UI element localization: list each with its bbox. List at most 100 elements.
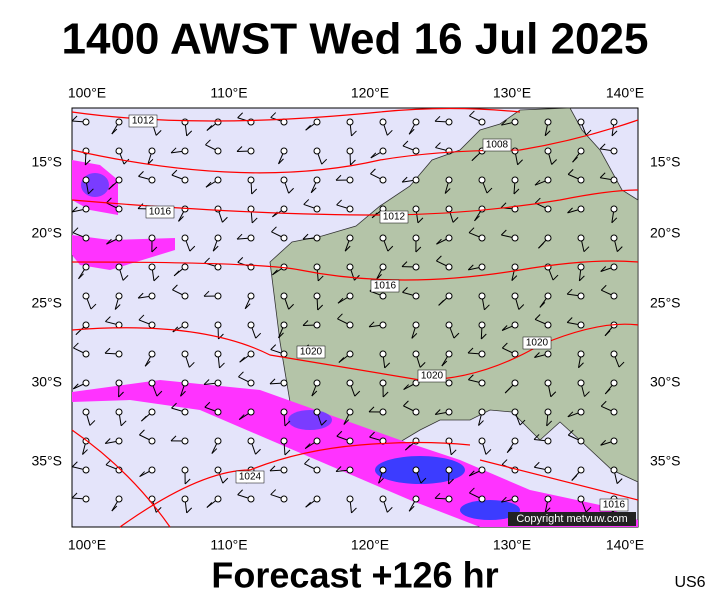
barb-station [281, 235, 287, 241]
barb-station [347, 351, 353, 357]
barb-station [281, 409, 287, 415]
lon-label: 140°E [606, 537, 644, 553]
barb-station [380, 380, 386, 386]
barb-station [347, 293, 353, 299]
barb-station [611, 293, 617, 299]
barb-station [413, 322, 419, 328]
barb-station [545, 409, 551, 415]
barb-station [611, 148, 617, 154]
barb-station [545, 467, 551, 473]
barb-station [545, 496, 551, 502]
lon-label: 140°E [606, 85, 644, 101]
barb-station [314, 409, 320, 415]
barb-station [116, 264, 122, 270]
barb-station [116, 119, 122, 125]
barb-station [215, 206, 221, 212]
barb-station [479, 177, 485, 183]
barb-station [611, 119, 617, 125]
barb-station [611, 177, 617, 183]
barb-station [545, 438, 551, 444]
barb-station [611, 380, 617, 386]
barb-station [281, 322, 287, 328]
barb-station [578, 264, 584, 270]
barb-station [149, 467, 155, 473]
barb-station [83, 496, 89, 502]
barb-station [347, 380, 353, 386]
barb-station [446, 177, 452, 183]
barb-station [83, 293, 89, 299]
lat-label: 35°S [31, 453, 62, 469]
barb-station [611, 409, 617, 415]
barb-station [512, 177, 518, 183]
barb-station [413, 206, 419, 212]
barb-station [578, 177, 584, 183]
barb-station [248, 293, 254, 299]
barb-station [347, 119, 353, 125]
barb-station [479, 119, 485, 125]
barb-station [347, 206, 353, 212]
lat-label: 15°S [31, 154, 62, 170]
barb-station [479, 409, 485, 415]
barb-station [347, 322, 353, 328]
barb-station [446, 119, 452, 125]
barb-station [314, 322, 320, 328]
barb-station [281, 206, 287, 212]
barb-station [116, 351, 122, 357]
barb-station [116, 438, 122, 444]
barb-station [512, 264, 518, 270]
barb-station [413, 293, 419, 299]
barb-station [215, 496, 221, 502]
barb-station [479, 351, 485, 357]
barb-station [215, 438, 221, 444]
lat-label: 30°S [650, 374, 681, 390]
barb-station [83, 119, 89, 125]
barb-station [215, 322, 221, 328]
barb-station [182, 235, 188, 241]
barb-station [446, 322, 452, 328]
barb-station [314, 496, 320, 502]
barb-station [182, 119, 188, 125]
barb-station [215, 351, 221, 357]
barb-station [512, 148, 518, 154]
barb-station [281, 438, 287, 444]
barb-station [149, 293, 155, 299]
barb-station [413, 351, 419, 357]
barb-station [611, 438, 617, 444]
barb-station [545, 351, 551, 357]
barb-station [149, 148, 155, 154]
barb-station [116, 206, 122, 212]
barb-station [545, 380, 551, 386]
lon-label: 100°E [68, 85, 106, 101]
barb-station [182, 322, 188, 328]
barb-station [347, 177, 353, 183]
barb-station [578, 148, 584, 154]
barb-station [611, 351, 617, 357]
barb-station [116, 177, 122, 183]
barb-station [281, 467, 287, 473]
barb-station [149, 438, 155, 444]
barb-station [116, 322, 122, 328]
lon-label: 130°E [493, 537, 531, 553]
barb-station [380, 293, 386, 299]
rain-core [288, 410, 332, 430]
barb-station [116, 380, 122, 386]
barb-station [314, 264, 320, 270]
barb-station [182, 148, 188, 154]
lat-label: 20°S [650, 225, 681, 241]
barb-station [347, 467, 353, 473]
isobar-label: 1024 [239, 472, 262, 483]
barb-station [512, 351, 518, 357]
barb-station [578, 235, 584, 241]
barb-station [347, 409, 353, 415]
barb-station [578, 467, 584, 473]
isobar-label: 1020 [421, 371, 444, 382]
barb-station [479, 467, 485, 473]
barb-station [314, 206, 320, 212]
barb-station [347, 148, 353, 154]
barb-station [446, 264, 452, 270]
isobar-label: 1020 [300, 347, 323, 358]
barb-station [314, 119, 320, 125]
barb-station [512, 409, 518, 415]
barb-station [413, 148, 419, 154]
forecast-label: Forecast +126 hr [211, 555, 498, 596]
